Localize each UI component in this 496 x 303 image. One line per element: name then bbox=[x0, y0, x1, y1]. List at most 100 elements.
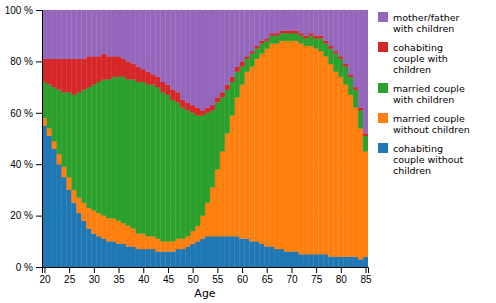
bar bbox=[284, 33, 289, 41]
bar bbox=[106, 241, 111, 267]
bar bbox=[225, 90, 230, 134]
bar bbox=[47, 128, 52, 136]
bar bbox=[136, 82, 141, 234]
bar bbox=[106, 79, 111, 218]
bar bbox=[170, 90, 175, 100]
bar bbox=[254, 241, 259, 267]
bar bbox=[131, 79, 136, 228]
bar bbox=[52, 10, 57, 59]
bar bbox=[274, 43, 279, 249]
bar bbox=[304, 46, 309, 254]
bar bbox=[77, 92, 82, 197]
bar bbox=[338, 56, 343, 59]
bar bbox=[245, 72, 250, 239]
bar bbox=[77, 59, 82, 92]
bar bbox=[220, 151, 225, 236]
bar bbox=[86, 208, 91, 229]
legend-label-line: children bbox=[393, 64, 431, 75]
bar bbox=[52, 141, 57, 149]
bar bbox=[328, 49, 333, 64]
bar bbox=[264, 38, 269, 41]
bar bbox=[220, 97, 225, 151]
bar bbox=[358, 259, 363, 267]
bar bbox=[200, 239, 205, 267]
bar bbox=[62, 167, 67, 177]
bar bbox=[338, 257, 343, 267]
bar bbox=[131, 228, 136, 246]
bar bbox=[324, 43, 329, 56]
bar bbox=[121, 223, 126, 244]
tick: 75 bbox=[311, 267, 323, 285]
bar bbox=[299, 43, 304, 254]
bar bbox=[121, 77, 126, 223]
tick-label: 100 % bbox=[5, 5, 33, 16]
tick-mark bbox=[119, 267, 120, 273]
bar bbox=[210, 110, 215, 187]
bar bbox=[333, 72, 338, 257]
bar bbox=[62, 92, 67, 167]
bar bbox=[96, 56, 101, 82]
bar bbox=[121, 59, 126, 77]
bar bbox=[151, 10, 156, 74]
bar bbox=[245, 10, 250, 56]
tick-mark bbox=[242, 267, 243, 273]
bar bbox=[200, 10, 205, 110]
bar bbox=[77, 198, 82, 213]
tick-mark bbox=[44, 267, 45, 273]
bar bbox=[245, 239, 250, 267]
bar bbox=[96, 82, 101, 213]
bar bbox=[47, 59, 52, 85]
bar bbox=[230, 10, 235, 77]
bar bbox=[338, 59, 343, 77]
bar bbox=[353, 257, 358, 267]
bar bbox=[91, 210, 96, 233]
tick-mark bbox=[366, 267, 367, 273]
bar bbox=[116, 10, 121, 56]
tick-label: 55 bbox=[212, 274, 224, 285]
bar bbox=[210, 105, 215, 110]
bar bbox=[264, 49, 269, 247]
bar bbox=[264, 41, 269, 49]
bar bbox=[161, 10, 166, 82]
bar bbox=[319, 10, 324, 36]
bar bbox=[220, 236, 225, 267]
bar bbox=[151, 249, 156, 267]
bar bbox=[126, 61, 131, 79]
bar bbox=[136, 249, 141, 267]
chart: 20253035404550556065707580850 %20 %40 %6… bbox=[0, 0, 496, 303]
bar bbox=[264, 10, 269, 38]
bar bbox=[62, 59, 67, 92]
bar bbox=[52, 59, 57, 87]
bar bbox=[116, 221, 121, 244]
tick-mark bbox=[94, 267, 95, 273]
bar bbox=[309, 33, 314, 36]
bar bbox=[77, 213, 82, 267]
bar bbox=[324, 41, 329, 44]
bar bbox=[274, 36, 279, 44]
plot: 20253035404550556065707580850 %20 %40 %6… bbox=[5, 5, 372, 300]
tick: 60 bbox=[237, 267, 249, 285]
tick: 45 bbox=[163, 267, 175, 285]
bar bbox=[269, 43, 274, 246]
tick-label: 50 bbox=[188, 274, 200, 285]
bar bbox=[254, 46, 259, 49]
bar bbox=[353, 87, 358, 90]
bar bbox=[146, 249, 151, 267]
bar bbox=[57, 154, 62, 164]
bar bbox=[72, 95, 77, 190]
bar bbox=[195, 226, 200, 241]
bar bbox=[314, 254, 319, 267]
bar bbox=[111, 241, 116, 267]
bar bbox=[319, 254, 324, 267]
grid bbox=[42, 10, 368, 267]
bar bbox=[170, 100, 175, 241]
bar bbox=[338, 77, 343, 257]
tick-label: 25 bbox=[64, 274, 76, 285]
bar bbox=[52, 149, 57, 267]
bar bbox=[72, 10, 77, 59]
tick: 35 bbox=[113, 267, 125, 285]
bar bbox=[333, 257, 338, 267]
bar bbox=[294, 41, 299, 252]
bar bbox=[180, 108, 185, 239]
tick: 40 bbox=[138, 267, 150, 285]
